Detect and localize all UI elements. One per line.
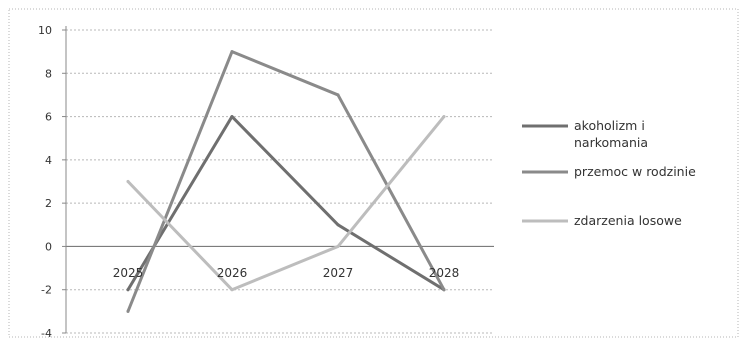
data-point bbox=[230, 288, 234, 292]
chart-border bbox=[8, 8, 739, 338]
y-tick-label: 0 bbox=[45, 240, 52, 253]
data-point bbox=[336, 244, 340, 248]
y-tick-label: 2 bbox=[45, 197, 52, 210]
x-tick-label: 2028 bbox=[429, 266, 460, 280]
data-point bbox=[336, 93, 340, 97]
x-tick-label: 2027 bbox=[323, 266, 354, 280]
x-tick-label: 2025 bbox=[113, 266, 144, 280]
series-line-1 bbox=[126, 115, 446, 292]
series-line-2 bbox=[126, 50, 446, 313]
y-tick-label: -4 bbox=[41, 327, 52, 340]
legend-label: narkomania bbox=[574, 135, 648, 150]
series-line-3 bbox=[126, 115, 446, 292]
data-point bbox=[442, 115, 446, 119]
data-point bbox=[126, 309, 130, 313]
data-point bbox=[336, 223, 340, 227]
y-tick-label: 10 bbox=[38, 24, 52, 37]
data-point bbox=[126, 288, 130, 292]
y-axis: 10 8 6 4 2 0 -2 -4 bbox=[38, 24, 67, 340]
data-point bbox=[126, 180, 130, 183]
y-tick-label: 8 bbox=[45, 67, 52, 80]
legend: akoholizm i narkomania przemoc w rodzinie z… bbox=[522, 118, 696, 228]
y-tick-label: 4 bbox=[45, 154, 52, 167]
gridlines bbox=[66, 29, 494, 334]
plot-area bbox=[126, 50, 446, 313]
data-point bbox=[230, 115, 234, 119]
legend-label: przemoc w rodzinie bbox=[574, 164, 696, 179]
legend-label: zdarzenia losowe bbox=[574, 213, 682, 228]
y-tick-label: -2 bbox=[41, 284, 52, 297]
legend-label: akoholizm i bbox=[574, 118, 645, 133]
y-tick-label: 6 bbox=[45, 111, 52, 124]
x-axis: 2025 2026 2027 2028 bbox=[113, 266, 460, 280]
x-tick-label: 2026 bbox=[217, 266, 248, 280]
data-point bbox=[230, 50, 234, 54]
data-point bbox=[442, 288, 446, 292]
